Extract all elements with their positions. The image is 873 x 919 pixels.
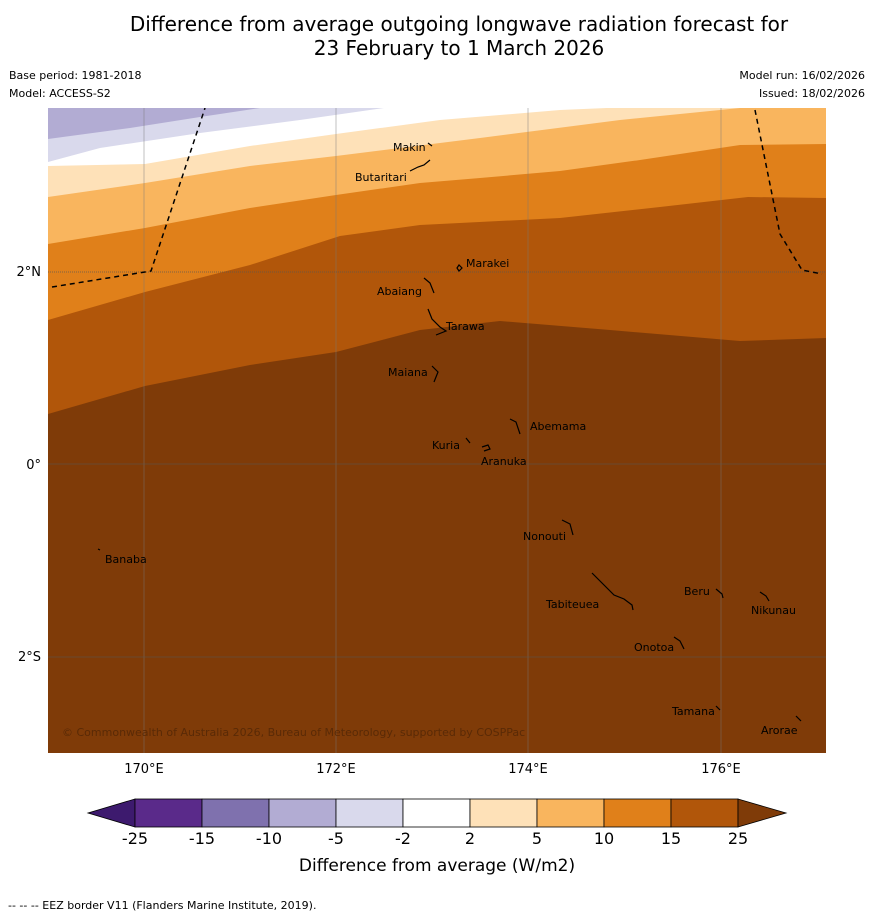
place-label-kuria: Kuria [432,439,460,452]
lon-label: 174°E [508,762,548,777]
chart-title: Difference from average outgoing longwav… [0,12,873,60]
place-label-aranuka: Aranuka [481,455,527,468]
model-name: Model: ACCESS-S2 [9,87,111,100]
place-label-maiana: Maiana [388,366,428,379]
colorbar-segment [536,798,605,828]
base-period: Base period: 1981-2018 [9,69,142,82]
place-label-marakei: Marakei [466,257,509,270]
lat-label: 0° [26,458,41,473]
issued-date: Issued: 18/02/2026 [758,87,865,100]
place-label-beru: Beru [684,585,710,598]
place-label-nikunau: Nikunau [751,604,796,617]
colorbar: -25 -15 -10 -5 -2 2 5 10 15 25 [86,798,788,848]
lon-label: 172°E [316,762,356,777]
colorbar-tick-label: 5 [532,829,542,848]
colorbar-tick-label: 25 [728,829,748,848]
eez-footer-note: -- -- -- EEZ border V11 (Flanders Marine… [8,899,317,912]
colorbar-tick-label: -25 [122,829,148,848]
place-label-nonouti: Nonouti [523,530,566,543]
island-outlines [97,142,802,722]
meta-left: Base period: 1981-2018 Model: ACCESS-S2 [9,67,141,103]
colorbar-segment [603,798,672,828]
colorbar-segment [335,798,404,828]
colorbar-tick-label: -15 [189,829,215,848]
longitude-labels: 170°E 172°E 174°E 176°E [124,762,741,777]
place-label-arorae: Arorae [761,724,798,737]
place-label-banaba: Banaba [105,553,147,566]
colorbar-tick-label: -2 [395,829,411,848]
meta-right: Model run: 16/02/2026 Issued: 18/02/2026 [739,67,865,103]
place-label-abaiang: Abaiang [377,285,422,298]
lon-label: 170°E [124,762,164,777]
lat-label: 2°S [18,650,41,665]
colorbar-label: Difference from average (W/m2) [299,856,575,876]
place-label-onotoa: Onotoa [634,641,674,654]
place-label-tabiteuea: Tabiteuea [545,598,599,611]
colorbar-extension-low [86,798,136,828]
copyright-text: © Commonwealth of Australia 2026, Bureau… [62,726,525,739]
colorbar-tick-label: 10 [594,829,614,848]
colorbar-segment [469,798,538,828]
map-plot-area: Makin Butaritari Marakei Abaiang Tarawa Maian… [48,108,826,753]
place-label-makin: Makin [393,141,426,154]
place-label-tarawa: Tarawa [445,320,485,333]
colorbar-segment [670,798,739,828]
colorbar-segment [134,798,203,828]
colorbar-segment [402,798,471,828]
eez-border-west [51,108,206,288]
colorbar-segment [268,798,337,828]
colorbar-tick-label: -5 [328,829,344,848]
title-line-1: Difference from average outgoing longwav… [129,12,789,36]
model-run: Model run: 16/02/2026 [739,69,865,82]
colorbar-tick-label: 2 [465,829,475,848]
lon-label: 176°E [701,762,741,777]
colorbar-tick-label: 15 [661,829,681,848]
latitude-labels: 2°N 0° 2°S [17,265,42,665]
place-label-abemama: Abemama [530,420,586,433]
colorbar-segment [201,798,270,828]
lat-label: 2°N [17,265,42,280]
place-label-tamana: Tamana [671,705,715,718]
title-line-2: 23 February to 1 March 2026 [313,36,605,60]
band-neg10-neg5 [48,108,260,139]
place-labels: Makin Butaritari Marakei Abaiang Tarawa Maian… [105,141,798,737]
colorbar-extension-high [737,798,788,828]
place-label-butaritari: Butaritari [355,171,407,184]
eez-border-east [754,109,823,275]
colorbar-tick-label: -10 [256,829,282,848]
